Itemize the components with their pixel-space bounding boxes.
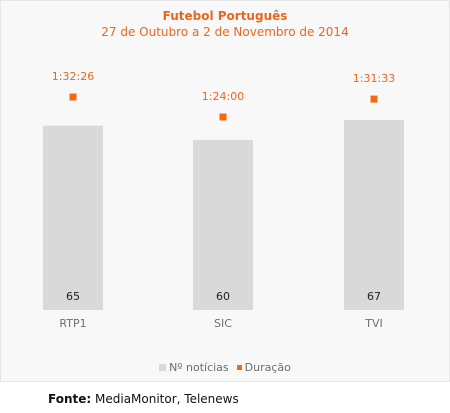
duration-value-label: 1:24:00 [202, 90, 244, 103]
chart-title: Futebol Português [162, 9, 288, 23]
chart-legend: Nº notícias Duração [0, 361, 450, 374]
chart-subtitle: 27 de Outubro a 2 de Novembro de 2014 [101, 25, 349, 39]
source-text: MediaMonitor, Telenews [95, 392, 239, 406]
chart-plot: 65 1:32:26 RTP1 60 1:24:00 SIC 67 1:31:33 TVI [43, 70, 404, 330]
bar-rtp1 [43, 125, 103, 311]
bar-value-label: 65 [66, 290, 80, 303]
legend-label-duracao: Duração [244, 361, 291, 374]
duration-marker [219, 113, 227, 121]
legend-item-duracao: Duração [236, 361, 291, 374]
source-label: Fonte: [48, 392, 92, 406]
x-tick-label: RTP1 [59, 317, 86, 330]
bar-value-label: 60 [216, 290, 230, 303]
legend-item-noticias: Nº notícias [159, 361, 229, 374]
legend-swatch-noticias [159, 364, 167, 371]
bar-value-label: 67 [367, 290, 381, 303]
duration-marker [69, 93, 77, 101]
source-note: Fonte: MediaMonitor, Telenews [48, 392, 239, 406]
duration-marker [370, 95, 378, 103]
bar-tvi [344, 120, 404, 310]
x-tick-label: SIC [214, 317, 232, 330]
duration-value-label: 1:32:26 [52, 70, 94, 83]
legend-swatch-duracao [236, 365, 242, 370]
bar-sic [193, 139, 253, 310]
x-tick-label: TVI [364, 317, 383, 330]
duration-value-label: 1:31:33 [353, 72, 395, 85]
legend-label-noticias: Nº notícias [169, 361, 229, 374]
